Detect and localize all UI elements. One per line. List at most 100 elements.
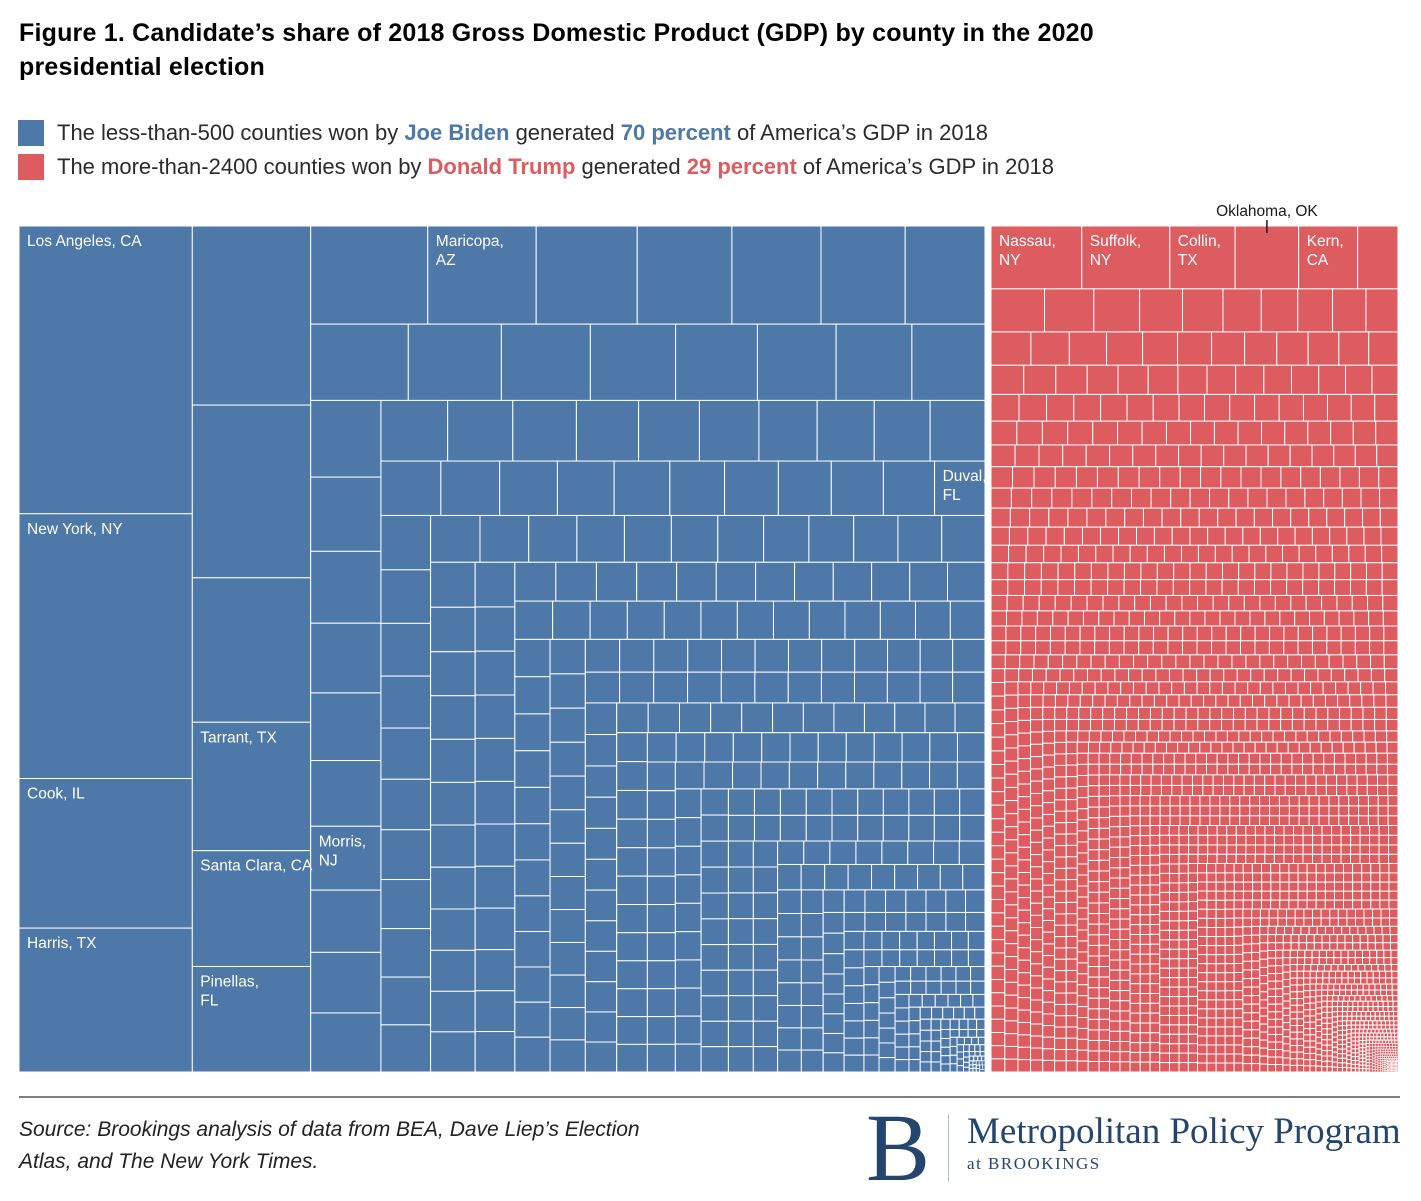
county-cell <box>1168 967 1180 979</box>
county-cell <box>1087 913 1100 925</box>
county-cell <box>1358 1047 1364 1052</box>
county-cell <box>1362 949 1371 959</box>
county-cell <box>1391 970 1399 979</box>
county-cell <box>1306 881 1317 892</box>
county-cell <box>584 858 618 891</box>
county-cell <box>1309 983 1317 991</box>
county-cell <box>1197 1044 1208 1055</box>
county-cell <box>1165 741 1179 754</box>
county-cell <box>1226 844 1237 855</box>
county-cell <box>1054 764 1067 778</box>
county-cell <box>674 931 702 961</box>
county-cell <box>1259 805 1271 817</box>
county-cell <box>894 993 910 1009</box>
county-cell <box>1242 872 1254 883</box>
county-cell <box>1004 943 1019 958</box>
county-cell <box>881 949 901 968</box>
county-cell <box>727 995 754 1022</box>
county-cell <box>1224 917 1235 928</box>
county-cell <box>1138 706 1151 720</box>
county-cell <box>1231 544 1250 564</box>
county-cell <box>1221 681 1236 696</box>
county-cell <box>1065 787 1078 801</box>
county-cell <box>1126 706 1140 720</box>
county-cell <box>1333 444 1356 468</box>
county-cell <box>1215 981 1226 992</box>
county-cell <box>864 911 887 932</box>
county-cell <box>1341 487 1362 509</box>
county-cell <box>1109 815 1121 828</box>
county-cell <box>1056 681 1070 696</box>
county-cell <box>911 323 986 401</box>
county-cell <box>1248 752 1261 765</box>
county-cell <box>1275 1003 1284 1013</box>
county-cell <box>1275 1026 1284 1035</box>
county-cell <box>1187 995 1199 1007</box>
county-cell <box>914 600 951 640</box>
county-cell <box>1303 1002 1311 1011</box>
county-cell <box>1066 718 1080 732</box>
county-cell <box>990 526 1010 546</box>
county-cell <box>1386 1028 1391 1034</box>
county-cell <box>1305 774 1317 786</box>
county-cell <box>1242 960 1253 971</box>
county-cell <box>1284 784 1297 797</box>
county-cell <box>1386 741 1399 754</box>
county-cell <box>1362 1036 1367 1042</box>
county-cell <box>1054 822 1067 835</box>
logo-program-name: Metropolitan Policy Program <box>967 1111 1401 1152</box>
county-cell <box>1168 939 1180 950</box>
county-cell <box>1242 899 1253 910</box>
county-cell <box>1376 1020 1382 1026</box>
county-cell <box>1224 935 1235 947</box>
county-cell <box>1030 743 1044 758</box>
county-cell <box>1139 953 1151 965</box>
county-cell <box>1197 718 1211 732</box>
county-cell <box>1017 1059 1032 1073</box>
county-cell <box>1139 993 1151 1004</box>
county-cell <box>1326 1017 1333 1024</box>
county-cell <box>1206 927 1217 938</box>
county-cell <box>1224 872 1235 883</box>
county-cell <box>1383 1046 1388 1050</box>
county-cell <box>1054 1060 1067 1073</box>
county-cell <box>698 399 760 462</box>
county-cell <box>894 966 912 982</box>
county-cell <box>1245 825 1256 836</box>
county-cell <box>1350 834 1361 846</box>
county-cell <box>1155 444 1180 468</box>
county-cell <box>626 600 665 640</box>
county-cell <box>1329 942 1338 951</box>
county-cell <box>1017 783 1032 798</box>
county-cell <box>1211 625 1227 642</box>
county-cell <box>1259 958 1269 968</box>
county-cell <box>981 1060 986 1066</box>
county-cell <box>1377 1060 1381 1064</box>
county-cell <box>1382 1006 1389 1012</box>
county-cell <box>1374 393 1399 422</box>
county-cell <box>1191 784 1204 797</box>
county-cell <box>1275 965 1284 974</box>
county-cell <box>779 814 807 842</box>
county-cell <box>1390 957 1399 966</box>
county-cell <box>949 1045 958 1056</box>
county-cell <box>990 952 1006 967</box>
county-cell <box>1283 625 1299 642</box>
county-cell <box>1111 730 1125 743</box>
county-cell <box>1168 891 1180 903</box>
county-cell <box>1178 393 1206 422</box>
county-cell <box>1333 872 1345 883</box>
county-cell <box>616 1043 648 1073</box>
county-cell <box>1336 1057 1343 1064</box>
county-cell <box>1254 844 1266 855</box>
county-cell <box>1338 795 1350 807</box>
county-cell <box>1149 844 1161 856</box>
county-cell <box>933 930 953 951</box>
county-cell <box>1336 1010 1343 1017</box>
county-cell <box>1254 741 1267 754</box>
county-cell <box>1267 1026 1277 1036</box>
county-cell <box>1352 934 1361 944</box>
county-cell <box>975 1064 981 1070</box>
county-cell <box>1282 957 1291 966</box>
county-cell <box>474 694 516 739</box>
